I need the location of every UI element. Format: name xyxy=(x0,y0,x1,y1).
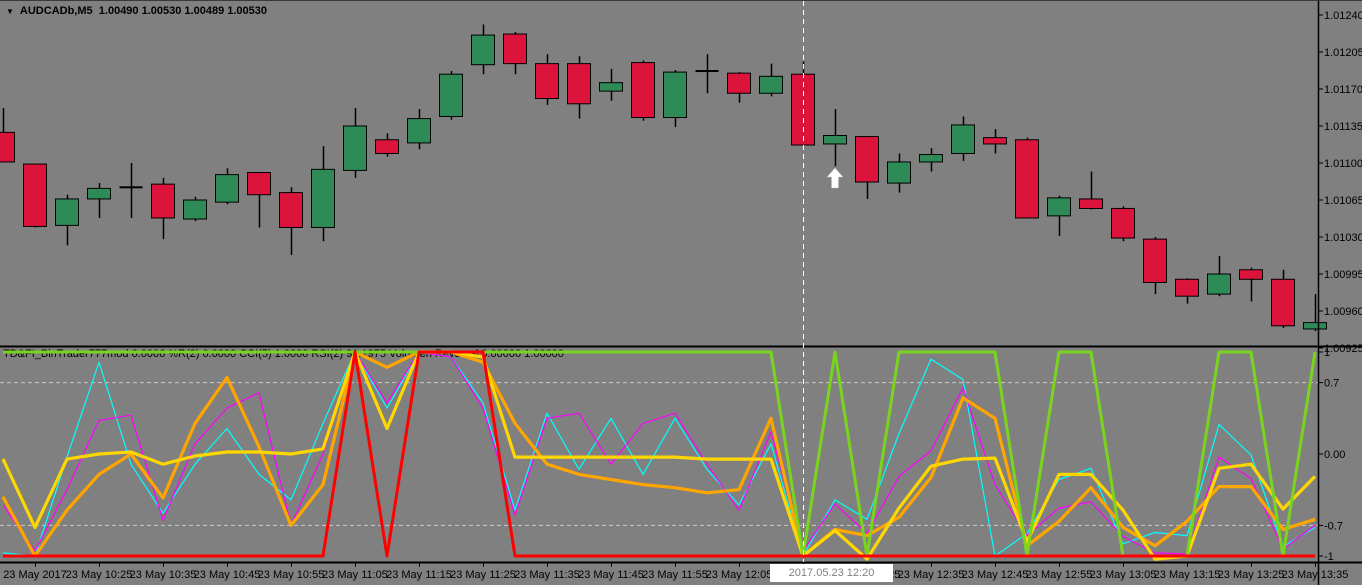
oscillator-tick-label: 0.00 xyxy=(1324,449,1345,461)
up-arrow-icon xyxy=(826,167,844,189)
time-tick-label: 23 May 11:45 xyxy=(578,569,644,581)
time-tick-label: 23 May 13:35 xyxy=(1282,569,1349,581)
time-tick-label: 23 May 12:05 xyxy=(706,569,773,581)
symbol-dropdown-icon[interactable]: ▼ xyxy=(6,7,14,16)
bull-candle xyxy=(439,73,463,117)
price-tick-label: 1.01205 xyxy=(1324,47,1362,59)
red-square-wave-line xyxy=(3,350,1315,558)
bull-candle xyxy=(215,174,239,203)
bear-candle xyxy=(1079,198,1103,209)
bear-candle xyxy=(535,63,559,100)
bear-candle xyxy=(567,63,591,105)
bear-candle xyxy=(23,163,47,227)
bear-candle xyxy=(983,137,1007,145)
oscillator-tick-label: 1 xyxy=(1324,347,1330,359)
bear-candle xyxy=(1143,238,1167,283)
crosshair-time-badge: 2017.05.23 12:20 xyxy=(770,564,893,582)
bull-candle xyxy=(759,75,783,94)
bear-candle xyxy=(1015,139,1039,219)
price-tick-label: 1.01240 xyxy=(1324,10,1362,22)
bull-candle xyxy=(1207,273,1231,295)
price-tick-label: 1.00960 xyxy=(1324,306,1362,318)
bull-candle xyxy=(663,71,687,119)
bull-candle xyxy=(1047,197,1071,217)
doji-candle xyxy=(119,186,143,189)
time-tick-label: 23 May 13:25 xyxy=(1218,569,1285,581)
bear-candle xyxy=(503,33,527,65)
time-tick-label: 23 May 12:55 xyxy=(1026,569,1093,581)
bull-candle xyxy=(599,82,623,92)
bear-candle xyxy=(0,131,15,163)
bull-candle xyxy=(887,161,911,184)
bull-candle xyxy=(951,124,975,154)
doji-candle xyxy=(695,70,719,73)
price-tick-label: 1.00925 xyxy=(1324,343,1362,355)
bull-candle xyxy=(55,198,79,226)
symbol-quote-bar: ▼ AUDCADb,M5 1.00490 1.00530 1.00489 1.00… xyxy=(6,5,267,17)
bear-candle xyxy=(855,136,879,183)
bull-candle xyxy=(919,154,943,163)
price-tick-label: 1.00995 xyxy=(1324,269,1362,281)
time-tick-label: 23 May 2017 xyxy=(3,569,67,581)
bull-candle xyxy=(183,199,207,220)
time-tick-label: 23 May 10:45 xyxy=(194,569,261,581)
oscillator-tick-label: -0.7 xyxy=(1324,520,1343,532)
time-tick-label: 23 May 10:35 xyxy=(130,569,197,581)
price-tick-label: 1.01065 xyxy=(1324,195,1362,207)
time-tick-label: 23 May 11:25 xyxy=(450,569,516,581)
bear-candle xyxy=(1271,278,1295,327)
bear-candle xyxy=(1175,278,1199,297)
bear-candle xyxy=(247,172,271,196)
oscillator-tick-label: -1 xyxy=(1324,551,1334,563)
bull-candle xyxy=(407,118,431,144)
lime-square-wave-line xyxy=(3,350,1317,558)
bear-candle xyxy=(1111,207,1135,239)
bear-candle xyxy=(279,192,303,228)
symbol-period-label: AUDCADb,M5 xyxy=(19,5,93,17)
price-tick-label: 1.01170 xyxy=(1324,84,1362,96)
time-tick-label: 23 May 13:15 xyxy=(1154,569,1221,581)
time-tick-label: 23 May 10:25 xyxy=(66,569,133,581)
yellow-oscillator-line xyxy=(1,350,1317,561)
time-tick-label: 23 May 13:05 xyxy=(1090,569,1157,581)
quote-ohlc-values: 1.00490 1.00530 1.00489 1.00530 xyxy=(98,5,267,17)
bull-candle xyxy=(1303,322,1327,330)
time-tick-label: 23 May 12:35 xyxy=(898,569,965,581)
price-tick-label: 1.01030 xyxy=(1324,232,1362,244)
time-tick-label: 23 May 11:35 xyxy=(514,569,580,581)
time-tick-label: 23 May 11:55 xyxy=(642,569,708,581)
bear-candle xyxy=(375,139,399,154)
time-tick-label: 23 May 11:05 xyxy=(322,569,388,581)
oscillator-tick-label: 0.7 xyxy=(1324,378,1339,390)
bull-candle xyxy=(471,34,495,66)
bull-candle xyxy=(343,125,367,171)
bear-candle xyxy=(1239,269,1263,280)
magenta-oscillator-line xyxy=(2,351,1316,555)
price-tick-label: 1.01135 xyxy=(1324,121,1362,133)
orange-oscillator-line xyxy=(1,350,1316,558)
time-tick-label: 23 May 12:45 xyxy=(962,569,1029,581)
time-tick-label: 23 May 10:55 xyxy=(258,569,325,581)
bear-candle xyxy=(151,183,175,219)
bear-candle xyxy=(727,72,751,94)
bull-candle xyxy=(87,187,111,200)
bull-candle xyxy=(823,135,847,145)
bull-candle xyxy=(311,168,335,228)
time-tick-label: 23 May 11:15 xyxy=(386,569,452,581)
price-tick-label: 1.01100 xyxy=(1324,158,1362,170)
bear-candle xyxy=(631,62,655,119)
